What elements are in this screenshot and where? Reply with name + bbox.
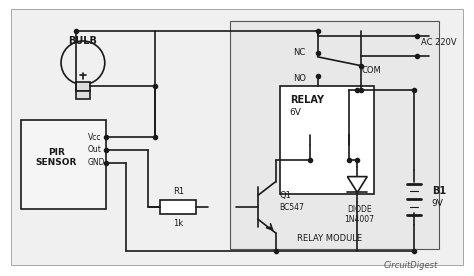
Text: 9V: 9V xyxy=(432,199,444,208)
Text: BULB: BULB xyxy=(68,36,97,46)
Bar xyxy=(76,91,90,99)
Bar xyxy=(21,120,106,209)
Bar xyxy=(280,86,374,194)
Bar xyxy=(161,200,196,214)
Bar xyxy=(230,21,439,249)
Text: R1: R1 xyxy=(173,187,184,196)
Text: DIODE
1N4007: DIODE 1N4007 xyxy=(344,205,374,224)
Text: PIR
SENSOR: PIR SENSOR xyxy=(36,148,77,168)
Text: NC: NC xyxy=(292,48,305,57)
Text: RELAY MODULE: RELAY MODULE xyxy=(297,235,362,243)
Text: 1k: 1k xyxy=(173,219,183,228)
Polygon shape xyxy=(347,177,367,192)
Text: Vcc: Vcc xyxy=(88,132,101,142)
Text: BC547: BC547 xyxy=(280,203,305,212)
Text: 6V: 6V xyxy=(290,108,301,117)
Text: CircuitDigest: CircuitDigest xyxy=(384,261,438,270)
Text: RELAY: RELAY xyxy=(290,95,324,105)
Text: NO: NO xyxy=(292,74,306,83)
Text: Out: Out xyxy=(88,145,102,154)
Text: B1: B1 xyxy=(432,187,446,197)
Text: COM: COM xyxy=(361,66,381,75)
Text: AC 220V: AC 220V xyxy=(421,38,456,47)
Text: Q1: Q1 xyxy=(280,191,292,200)
Bar xyxy=(76,82,90,91)
Text: GND: GND xyxy=(88,158,105,167)
